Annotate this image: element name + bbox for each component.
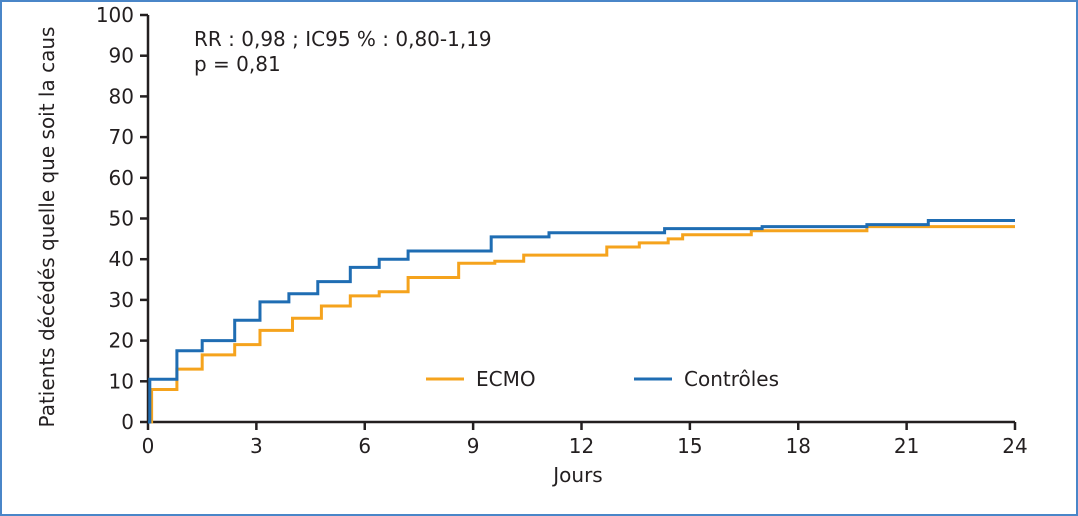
y-tick-label: 90 — [109, 44, 134, 68]
y-axis-label: Patients décédés quelle que soit la caus — [35, 27, 59, 428]
y-tick-label: 20 — [109, 329, 134, 353]
x-tick-label: 24 — [1002, 434, 1027, 458]
p-value-annotation: p = 0,81 — [194, 52, 281, 76]
series-line-controles — [148, 219, 1015, 424]
x-tick-label: 9 — [467, 434, 480, 458]
x-tick-label: 21 — [894, 434, 919, 458]
y-tick-label: 10 — [109, 369, 134, 393]
x-tick-label: 12 — [569, 434, 594, 458]
x-tick-label: 15 — [677, 434, 702, 458]
series-line-ecmo — [148, 225, 1015, 424]
x-tick-label: 18 — [786, 434, 811, 458]
x-ticks: 0 3 6 9 12 15 18 21 24 — [142, 422, 1028, 458]
y-tick-label: 80 — [109, 84, 134, 108]
rr-annotation: RR : 0,98 ; IC95 % : 0,80-1,19 — [194, 27, 492, 51]
legend: ECMO Contrôles — [426, 367, 779, 391]
x-tick-label: 0 — [142, 434, 155, 458]
x-tick-label: 6 — [358, 434, 371, 458]
y-ticks: 0 10 20 30 40 50 60 70 80 90 100 — [96, 3, 148, 434]
legend-ecmo-label: ECMO — [476, 367, 536, 391]
y-tick-label: 60 — [109, 166, 134, 190]
axes: 0 3 6 9 12 15 18 21 24 0 10 20 30 40 50 60 70 80 90 100 — [96, 3, 1028, 458]
y-tick-label: 0 — [121, 410, 134, 434]
series-layer — [148, 219, 1015, 424]
y-tick-label: 30 — [109, 288, 134, 312]
y-tick-label: 40 — [109, 247, 134, 271]
legend-controles-label: Contrôles — [684, 367, 779, 391]
x-tick-label: 3 — [250, 434, 263, 458]
y-tick-label: 50 — [109, 207, 134, 231]
y-tick-label: 100 — [96, 3, 134, 27]
x-axis-label: Jours — [551, 463, 602, 487]
y-tick-label: 70 — [109, 125, 134, 149]
